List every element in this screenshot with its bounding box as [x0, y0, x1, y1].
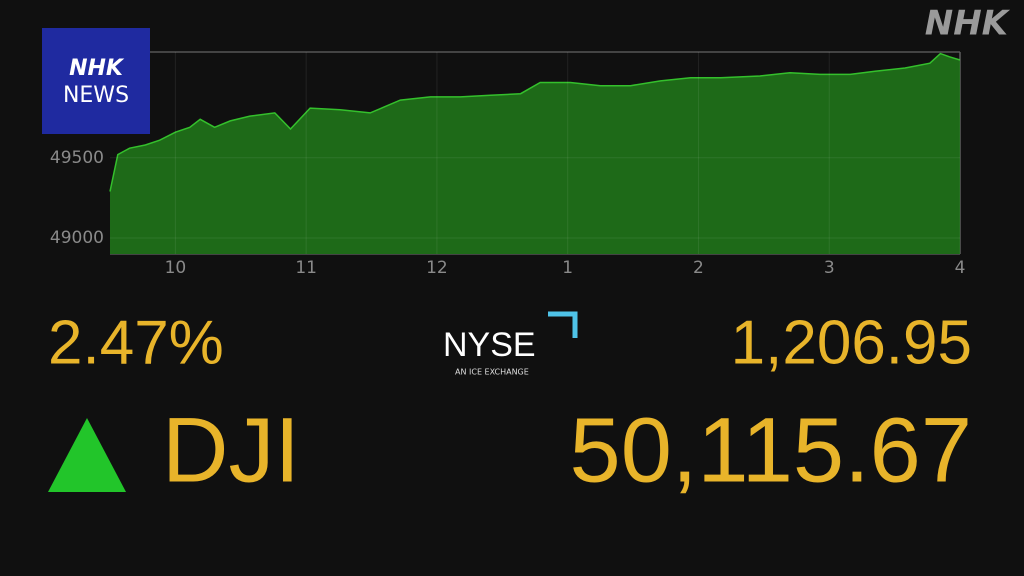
nyse-tagline: AN ICE EXCHANGE [455, 368, 529, 377]
index-price: 50,115.67 [570, 399, 972, 501]
nyse-bracket [548, 311, 578, 338]
logo-box [42, 28, 150, 134]
x-tick-label: 3 [824, 258, 835, 278]
area [110, 53, 960, 254]
line [109, 52, 961, 192]
y-tick-label: 49500 [50, 148, 104, 168]
x-tick-label: 4 [955, 258, 966, 278]
x-tick-label: 12 [426, 258, 448, 278]
logo-text: NHK [69, 56, 125, 81]
x-tick-label: 10 [165, 258, 187, 278]
x-tick-label: 11 [295, 258, 317, 278]
index-name: DJI [162, 399, 300, 501]
logo-text: NEWS [63, 83, 129, 108]
watermark: NHK [925, 4, 1011, 44]
change-percent: 2.47% [48, 308, 224, 377]
nyse-name: NYSE [443, 326, 536, 364]
up-arrow [48, 418, 126, 492]
y-tick-label: 49000 [50, 228, 104, 248]
x-tick-label: 1 [562, 258, 573, 278]
change-points: 1,206.95 [731, 308, 972, 377]
x-tick-label: 2 [693, 258, 704, 278]
